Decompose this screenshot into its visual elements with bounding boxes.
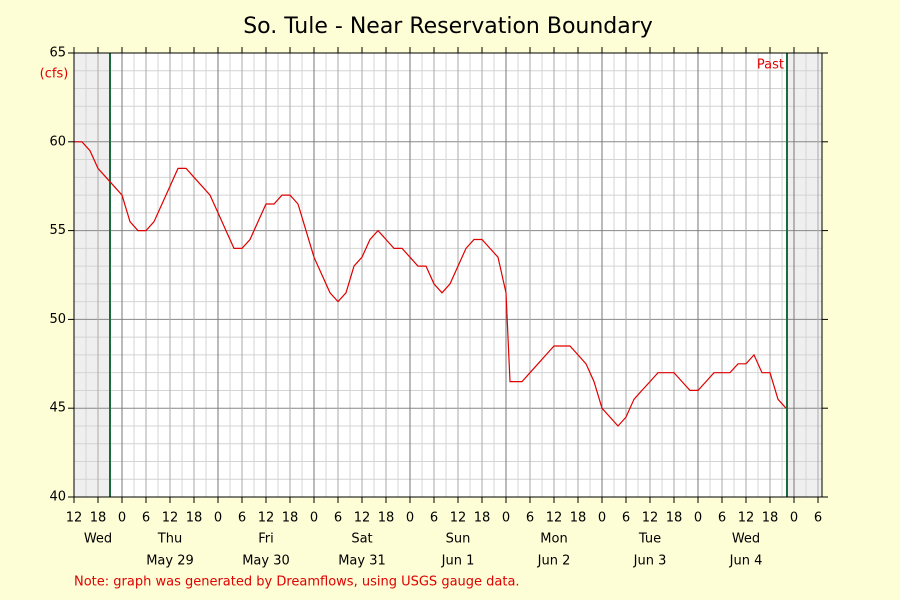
x-tick-label: 6: [526, 511, 534, 526]
x-tick-label: 6: [142, 511, 150, 526]
x-tick-label: 12: [642, 511, 659, 526]
y-tick-label: 60: [49, 134, 66, 149]
x-tick-label: 0: [694, 511, 702, 526]
x-tick-label: 12: [66, 511, 83, 526]
flow-line: [74, 141, 787, 427]
chart-title: So. Tule - Near Reservation Boundary: [243, 14, 653, 39]
date-label: Jun 1: [441, 554, 475, 569]
x-tick-label: 0: [310, 511, 318, 526]
date-label: Jun 4: [729, 554, 763, 569]
date-label: May 29: [146, 554, 194, 569]
shade: [74, 53, 110, 497]
x-tick-label: 0: [598, 511, 606, 526]
day-label: Fri: [258, 532, 274, 547]
x-tick-label: 12: [162, 511, 179, 526]
y-axis-label: (cfs): [40, 67, 69, 82]
day-label: Sat: [351, 532, 372, 547]
x-tick-label: 0: [502, 511, 510, 526]
date-label: May 31: [338, 554, 386, 569]
x-tick-label: 6: [238, 511, 246, 526]
marker-label: Past: [757, 58, 784, 73]
shade: [787, 53, 822, 497]
x-tick-label: 18: [282, 511, 299, 526]
x-tick-label: 0: [406, 511, 414, 526]
x-tick-label: 12: [258, 511, 275, 526]
day-label: Mon: [540, 532, 567, 547]
x-tick-label: 6: [718, 511, 726, 526]
y-tick-label: 40: [49, 490, 66, 505]
x-tick-label: 18: [762, 511, 779, 526]
day-label: Thu: [157, 532, 182, 547]
y-tick-label: 65: [49, 46, 66, 61]
x-tick-label: 0: [214, 511, 222, 526]
y-tick-label: 55: [49, 223, 66, 238]
x-tick-label: 6: [334, 511, 342, 526]
y-tick-label: 50: [49, 312, 66, 327]
x-tick-label: 6: [430, 511, 438, 526]
y-tick-label: 45: [49, 401, 66, 416]
x-tick-label: 18: [570, 511, 587, 526]
date-label: Jun 3: [633, 554, 667, 569]
plot-area: [74, 53, 822, 497]
x-tick-label: 18: [90, 511, 107, 526]
x-tick-label: 12: [354, 511, 371, 526]
x-tick-label: 0: [118, 511, 126, 526]
day-label: Sun: [446, 532, 471, 547]
x-tick-label: 6: [622, 511, 630, 526]
note: Note: graph was generated by Dreamflows,…: [74, 575, 520, 590]
day-label: Wed: [732, 532, 760, 547]
date-label: May 30: [242, 554, 290, 569]
x-tick-label: 18: [378, 511, 395, 526]
x-tick-label: 12: [738, 511, 755, 526]
x-tick-label: 18: [474, 511, 491, 526]
x-tick-label: 0: [790, 511, 798, 526]
plot-frame: [73, 52, 823, 498]
date-label: Jun 2: [537, 554, 571, 569]
x-tick-label: 18: [186, 511, 203, 526]
x-tick-label: 12: [546, 511, 563, 526]
x-tick-label: 6: [814, 511, 822, 526]
x-tick-label: 12: [450, 511, 467, 526]
day-label: Tue: [638, 532, 661, 547]
x-tick-label: 18: [666, 511, 683, 526]
day-label: Wed: [84, 532, 112, 547]
